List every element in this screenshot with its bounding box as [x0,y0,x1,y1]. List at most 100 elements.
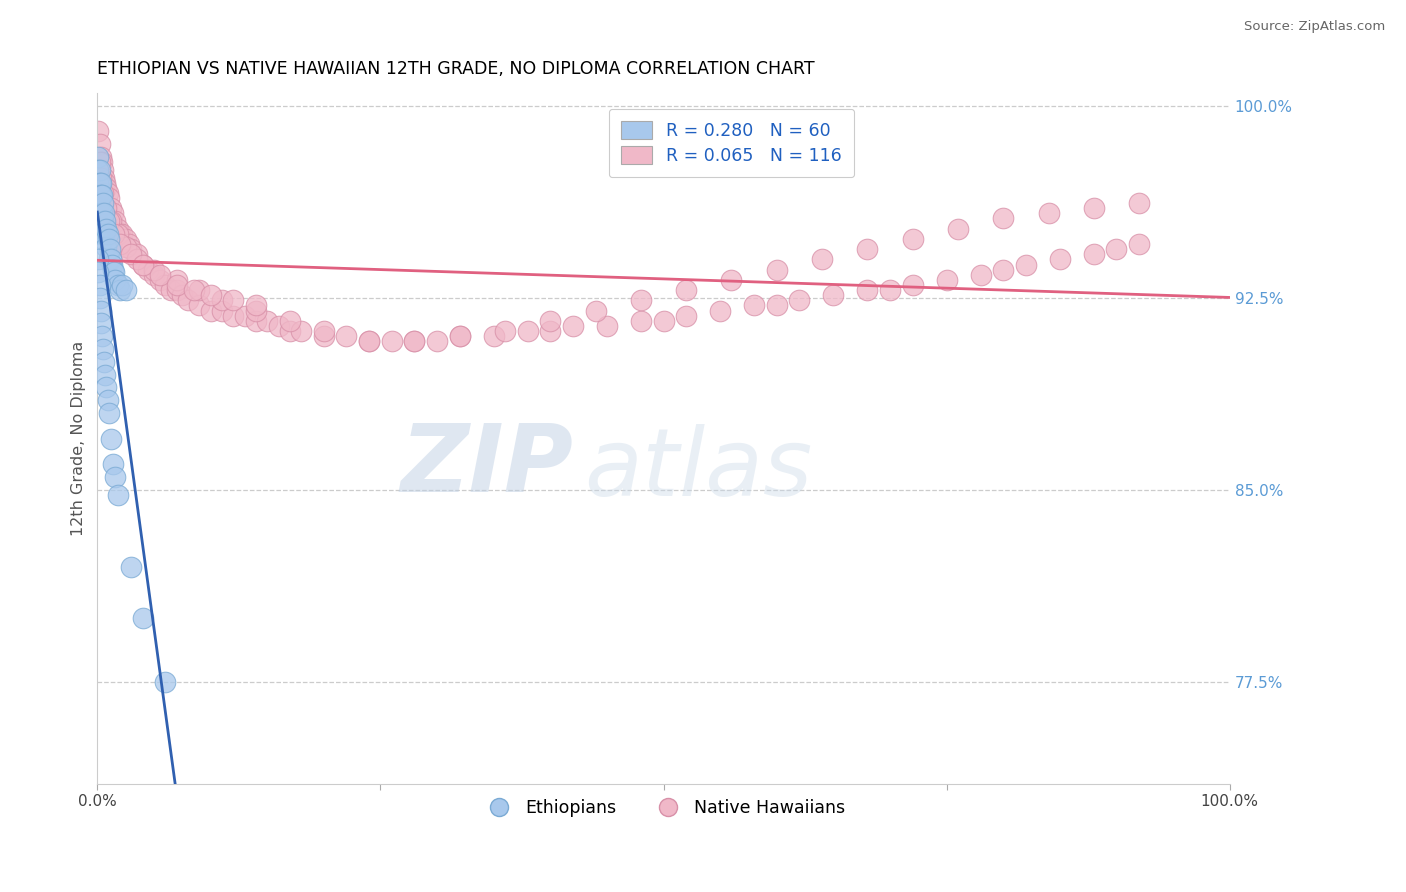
Text: ZIP: ZIP [401,420,574,512]
Point [1049,252,1071,267]
Point [200,303,222,318]
Point [108,283,131,297]
Point [278,324,301,338]
Point [90,317,112,331]
Point [90,155,112,169]
Point [90,206,112,220]
Point [89,162,111,177]
Point [87,176,110,190]
Point [290,324,312,338]
Point [494,324,516,338]
Point [100,432,122,446]
Point [98,242,121,256]
Point [381,334,404,349]
Point [91,196,114,211]
Point [97,406,120,420]
Point [166,283,188,297]
Point [87,201,110,215]
Point [90,176,112,190]
Point [1105,242,1128,256]
Point [114,232,136,246]
Point [87,188,110,202]
Point [789,293,811,308]
Point [245,303,267,318]
Point [91,162,114,177]
Point [720,273,742,287]
Point [538,324,561,338]
Point [120,247,142,261]
Point [1083,247,1105,261]
Point [359,334,381,349]
Point [211,293,233,308]
Point [91,206,114,220]
Point [111,278,134,293]
Point [901,232,924,246]
Point [160,283,183,297]
Point [482,329,505,343]
Point [211,303,233,318]
Point [183,283,205,297]
Point [1083,201,1105,215]
Point [312,329,335,343]
Point [562,318,585,333]
Point [104,470,127,484]
Point [103,206,125,220]
Point [404,334,426,349]
Point [87,162,110,177]
Point [89,201,111,215]
Point [935,273,957,287]
Point [96,380,118,394]
Point [87,124,110,138]
Point [96,201,118,215]
Point [91,342,114,356]
Point [97,232,120,246]
Point [652,314,675,328]
Point [90,206,112,220]
Point [131,611,153,625]
Point [256,314,278,328]
Point [89,291,111,305]
Point [94,368,117,382]
Point [103,227,125,241]
Point [100,252,122,267]
Point [87,214,110,228]
Point [96,227,118,241]
Point [118,237,141,252]
Point [765,298,787,312]
Point [93,355,115,369]
Point [104,214,127,228]
Point [96,186,118,200]
Point [946,221,969,235]
Point [97,214,120,228]
Point [111,227,134,241]
Point [856,242,879,256]
Point [93,206,115,220]
Point [91,232,114,246]
Point [538,314,561,328]
Point [90,188,112,202]
Point [742,298,765,312]
Point [1128,237,1150,252]
Point [200,288,222,302]
Point [107,488,129,502]
Point [89,176,111,190]
Point [136,262,159,277]
Point [901,278,924,293]
Point [90,221,112,235]
Point [107,227,129,241]
Point [93,227,115,241]
Point [359,334,381,349]
Text: atlas: atlas [585,425,813,516]
Point [143,268,166,282]
Point [89,201,111,215]
Point [516,324,538,338]
Point [267,318,290,333]
Point [188,283,211,297]
Point [108,237,131,252]
Point [166,278,188,293]
Point [188,298,211,312]
Point [449,329,471,343]
Point [596,318,619,333]
Point [245,314,267,328]
Point [120,559,142,574]
